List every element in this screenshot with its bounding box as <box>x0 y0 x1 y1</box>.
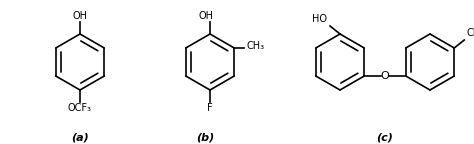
Text: OH: OH <box>199 11 213 21</box>
Text: OH: OH <box>73 11 88 21</box>
Text: (a): (a) <box>71 132 89 142</box>
Text: F: F <box>207 103 213 113</box>
Text: (c): (c) <box>376 132 393 142</box>
Text: HO: HO <box>312 14 327 24</box>
Text: (b): (b) <box>196 132 214 142</box>
Text: OCF₃: OCF₃ <box>68 103 92 113</box>
Text: O: O <box>381 71 389 81</box>
Text: CH₃: CH₃ <box>246 41 264 51</box>
Text: CF₃: CF₃ <box>466 28 474 38</box>
